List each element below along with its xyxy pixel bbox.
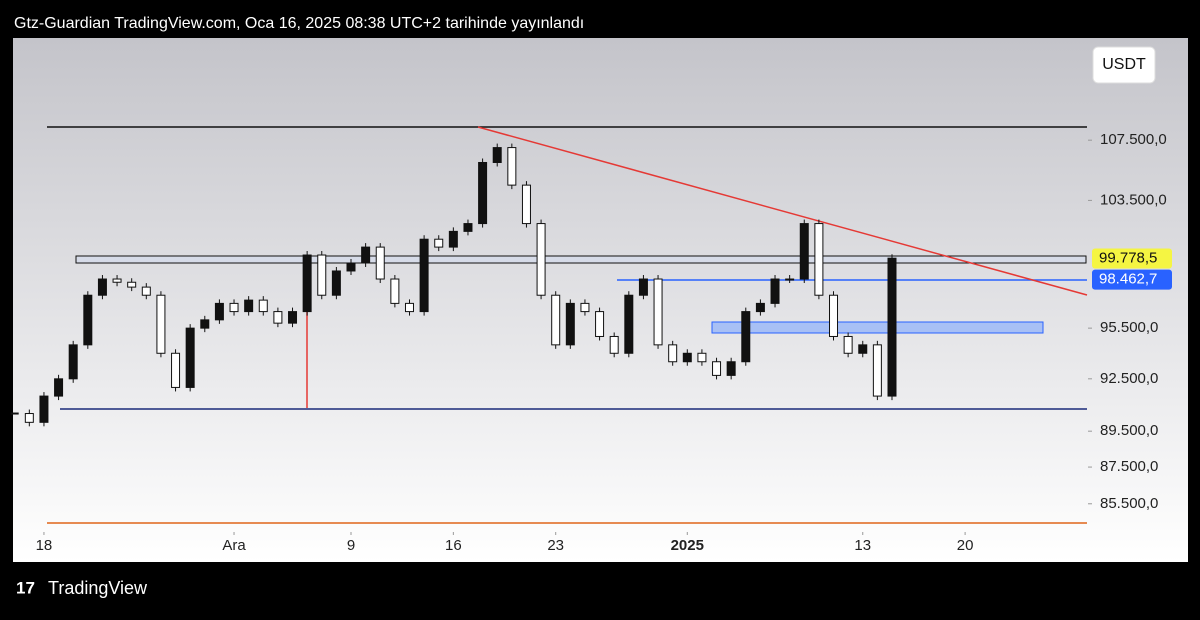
candle <box>478 161 488 225</box>
candle <box>653 278 663 346</box>
candle <box>229 302 239 313</box>
candle <box>200 319 210 329</box>
candle <box>872 344 882 397</box>
x-tick-label: 2025 <box>671 537 704 554</box>
candle <box>624 294 634 354</box>
y-tick-label: 85.500,0 <box>1100 495 1158 512</box>
candle <box>302 254 312 313</box>
candle <box>799 223 809 280</box>
candle <box>404 302 414 313</box>
candle <box>156 294 166 354</box>
price-tag-label: 98.462,7 <box>1099 271 1157 288</box>
candle <box>273 311 283 324</box>
candle <box>551 294 561 346</box>
candle <box>68 344 78 380</box>
candle <box>843 335 853 354</box>
y-tick-label: 95.500,0 <box>1100 319 1158 336</box>
candle <box>97 278 107 296</box>
candle <box>829 294 839 337</box>
x-tick-label: 13 <box>854 537 871 554</box>
candle <box>726 361 736 376</box>
price-tag-label: 99.778,5 <box>1099 250 1157 267</box>
candle <box>682 352 692 363</box>
range-zone <box>75 255 1087 264</box>
candle <box>244 299 254 313</box>
candle <box>141 286 151 296</box>
y-tick-label: 87.500,0 <box>1100 458 1158 475</box>
candle <box>24 413 34 423</box>
candle <box>54 378 64 397</box>
y-tick-label: 107.500,0 <box>1100 131 1167 148</box>
header-text: Gtz-Guardian TradingView.com, Oca 16, 20… <box>14 15 584 32</box>
candle <box>638 278 648 296</box>
candle <box>434 238 444 248</box>
candle <box>507 147 517 186</box>
candle <box>346 262 356 272</box>
x-tick-label: 9 <box>347 537 355 554</box>
x-tick-label: 23 <box>547 537 564 554</box>
demand-zone <box>711 321 1044 334</box>
candle <box>127 281 137 288</box>
candle <box>258 299 268 313</box>
trend-line <box>477 126 1088 296</box>
candle <box>595 311 605 337</box>
x-tick-label: Ara <box>222 537 246 554</box>
candle <box>755 302 765 313</box>
candle <box>521 184 531 225</box>
candle <box>580 302 590 313</box>
candle <box>288 311 298 324</box>
currency-label: USDT <box>1102 56 1146 73</box>
candle <box>697 352 707 363</box>
candle <box>565 302 575 346</box>
candle <box>814 223 824 296</box>
candle <box>448 230 458 248</box>
candle <box>770 278 780 304</box>
candle <box>887 257 897 397</box>
x-tick-label: 20 <box>957 537 974 554</box>
currency-button[interactable] <box>1092 46 1156 84</box>
plot-background <box>13 38 1188 562</box>
x-tick-label: 18 <box>36 537 53 554</box>
candle <box>171 352 181 388</box>
candle <box>536 223 546 296</box>
candle <box>419 238 429 313</box>
candle <box>185 327 195 388</box>
y-tick-label: 103.500,0 <box>1100 191 1167 208</box>
header-bar <box>0 0 1200 38</box>
candle <box>668 344 678 363</box>
candle <box>83 294 93 346</box>
y-tick-label: 92.500,0 <box>1100 370 1158 387</box>
candle <box>741 311 751 363</box>
brand: TradingView <box>48 578 148 598</box>
candle <box>317 254 327 296</box>
candle <box>463 223 473 232</box>
price-tag <box>1092 269 1172 290</box>
candle <box>492 147 502 163</box>
price-tag <box>1092 248 1172 269</box>
footer-bar <box>0 562 1200 615</box>
candle <box>112 278 122 283</box>
logo-icon: 17 <box>16 578 35 597</box>
candle <box>214 302 224 321</box>
candle <box>712 361 722 376</box>
candle <box>609 335 619 354</box>
candle <box>785 278 795 281</box>
candle <box>858 344 868 354</box>
y-tick-label: 89.500,0 <box>1100 422 1158 439</box>
candle <box>331 270 341 296</box>
x-tick-label: 16 <box>445 537 462 554</box>
candle <box>390 278 400 304</box>
candle <box>375 246 385 280</box>
candle <box>39 395 49 423</box>
marks: 107.500,0 103.500,0 95.500,0 92.500,0 89.500… <box>10 131 1172 554</box>
candle <box>361 246 371 264</box>
